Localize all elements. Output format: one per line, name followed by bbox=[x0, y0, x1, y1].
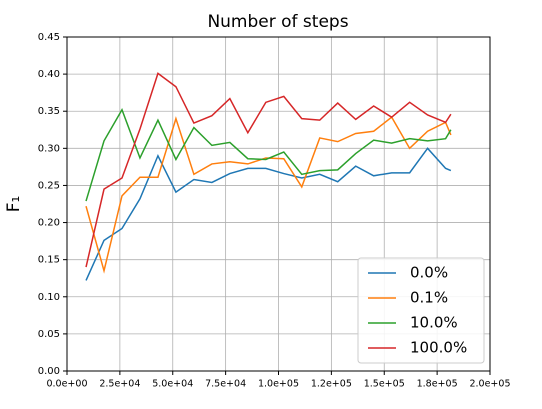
x-tick-label: 1.0e+05 bbox=[258, 379, 299, 390]
legend-box bbox=[357, 257, 485, 364]
y-tick-label: 0.15 bbox=[38, 255, 60, 266]
y-tick-label: 0.35 bbox=[38, 106, 60, 117]
plot-frame bbox=[66, 36, 491, 372]
legend-label: 10.0% bbox=[410, 314, 458, 332]
y-tick-label: 0.25 bbox=[38, 180, 60, 191]
x-tick-label: 5.0e+04 bbox=[152, 379, 193, 390]
chart-title: Number of steps bbox=[207, 12, 348, 32]
legend-label: 100.0% bbox=[410, 339, 467, 357]
x-tick-label: 1.5e+05 bbox=[364, 379, 405, 390]
y-tick-label: 0.05 bbox=[38, 329, 60, 340]
x-tick-label: 1.8e+05 bbox=[417, 379, 458, 390]
y-tick-label: 0.20 bbox=[38, 218, 60, 229]
y-axis-label: F₁ bbox=[4, 196, 24, 213]
x-tick-label: 2.5e+04 bbox=[99, 379, 140, 390]
legend-label: 0.0% bbox=[410, 264, 448, 282]
y-tick-label: 0.00 bbox=[38, 366, 60, 377]
x-tick-label: 7.5e+04 bbox=[205, 379, 246, 390]
y-tick-label: 0.45 bbox=[38, 32, 60, 43]
y-tick-label: 0.30 bbox=[38, 143, 60, 154]
x-tick-label: 1.2e+05 bbox=[311, 379, 352, 390]
y-tick-label: 0.40 bbox=[38, 69, 60, 80]
series-line bbox=[85, 107, 452, 202]
x-tick-label: 2.0e+05 bbox=[469, 379, 510, 390]
x-tick-label: 0.0e+00 bbox=[46, 379, 87, 390]
legend-label: 0.1% bbox=[410, 289, 448, 307]
series-line bbox=[85, 72, 452, 268]
y-tick-label: 0.10 bbox=[38, 292, 60, 303]
series-line bbox=[85, 116, 452, 274]
